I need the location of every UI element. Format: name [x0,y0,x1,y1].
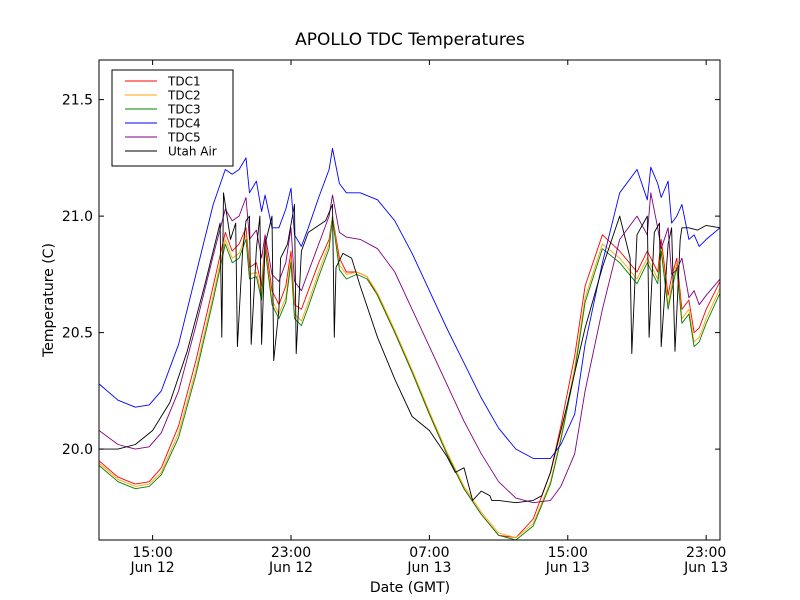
x-axis-label: Date (GMT) [370,580,450,596]
series-line-tdc5 [99,192,720,504]
x-tick-label-time: 23:00 [686,545,726,561]
legend-label: TDC5 [167,131,201,145]
series-line-tdc4 [99,148,720,459]
legend-box [111,69,234,167]
x-tick-label-time: 15:00 [132,545,172,561]
series-line-tdc1 [99,215,720,539]
x-tick-label-date: Jun 13 [545,560,590,576]
x-tick-label-date: Jun 12 [268,560,313,576]
x-tick-label-date: Jun 12 [130,560,175,576]
legend-label: TDC1 [167,75,201,89]
legend-label: TDC3 [167,103,201,117]
chart-title: APOLLO TDC Temperatures [295,30,525,50]
x-tick-label-time: 15:00 [548,545,588,561]
y-axis-label: Temperature (C) [41,243,57,358]
y-tick-label: 21.5 [62,93,93,109]
legend-label: TDC2 [167,89,201,103]
x-tick-label-time: 07:00 [409,545,449,561]
series-line-utah-air [99,192,720,504]
y-tick-label: 20.0 [62,442,93,458]
x-tick-label-date: Jun 13 [683,560,728,576]
series-line-tdc2 [99,215,720,539]
y-tick-label: 20.5 [62,326,93,342]
x-tick-label-time: 23:00 [271,545,311,561]
plot-frame [98,59,721,541]
legend-label: Utah Air [168,145,217,159]
y-tick-label: 21.0 [62,209,93,225]
y-axis: 20.0 20.5 21.0 21.5 [62,93,720,458]
legend-label: TDC4 [167,117,201,131]
series-line-tdc3 [99,217,720,540]
x-tick-label-date: Jun 13 [406,560,451,576]
